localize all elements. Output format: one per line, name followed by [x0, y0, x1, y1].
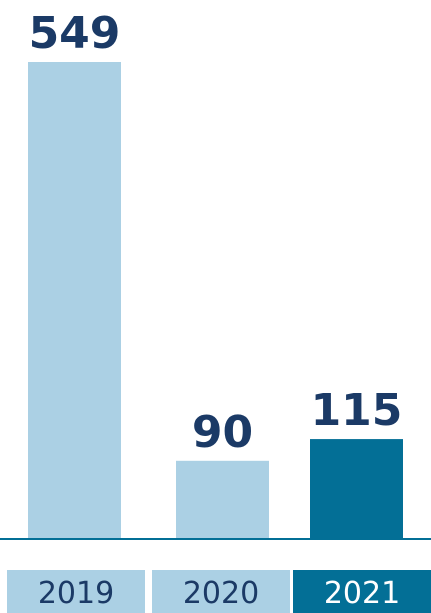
value-label-2019: 549 [29, 8, 121, 59]
category-box-2020 [152, 570, 290, 613]
category-label-2019: 2019 [38, 576, 114, 611]
bar-2021 [310, 439, 403, 539]
category-box-2019 [7, 570, 145, 613]
bars-layer [28, 62, 403, 539]
value-label-2020: 90 [192, 407, 253, 458]
value-label-2021: 115 [311, 385, 403, 436]
value-labels-layer: 549 90 115 [29, 8, 403, 458]
bar-2019 [28, 62, 121, 539]
category-label-2021: 2021 [324, 576, 400, 611]
category-labels-layer: 2019 2020 2021 [7, 570, 431, 613]
category-box-2021 [293, 570, 431, 613]
bar-2020 [176, 460, 269, 539]
category-label-2020: 2020 [183, 576, 259, 611]
